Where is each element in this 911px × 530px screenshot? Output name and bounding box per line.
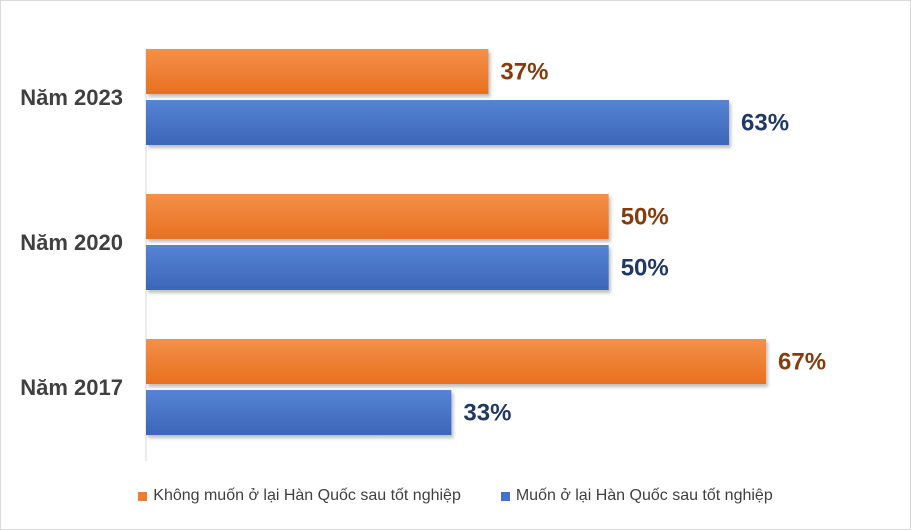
bar-not-stay-2020 [146,194,609,239]
legend-label-stay: Muốn ở lại Hàn Quốc sau tốt nghiệp [515,487,773,504]
category-label-2017: Năm 2017 [20,375,123,400]
value-label-stay-2020: 50% [621,255,669,282]
bar-stay-2020 [146,245,609,290]
bar-stay-2017 [146,390,452,435]
bar-not-stay-2017 [146,339,767,384]
legend-swatch-blue [500,491,510,501]
value-label-not-stay-2023: 37% [500,59,548,86]
legend-swatch-orange [138,491,148,501]
value-label-not-stay-2020: 50% [621,204,669,231]
legend-label-not-stay: Không muốn ở lại Hàn Quốc sau tốt nghiệp [153,487,461,504]
legend-item-stay: Muốn ở lại Hàn Quốc sau tốt nghiệp [500,487,773,505]
legend-item-not-stay: Không muốn ở lại Hàn Quốc sau tốt nghiệp [138,487,461,505]
bar-chart: Năm 2023 37% 63% Năm 2020 50% 50% Năm 2017 67% 3… [20,49,826,461]
value-label-stay-2023: 63% [741,110,789,137]
category-label-2023: Năm 2023 [20,85,123,110]
bar-not-stay-2023 [146,49,489,94]
category-label-2020: Năm 2020 [20,230,123,255]
legend: Không muốn ở lại Hàn Quốc sau tốt nghiệp… [1,487,910,505]
value-label-not-stay-2017: 67% [778,349,826,376]
value-label-stay-2017: 33% [463,400,511,427]
bar-stay-2023 [146,100,729,145]
